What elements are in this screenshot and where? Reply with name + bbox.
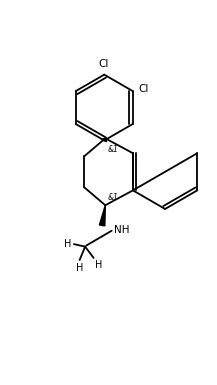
Text: H: H — [95, 260, 103, 270]
Text: Cl: Cl — [98, 59, 108, 69]
Text: H: H — [76, 263, 83, 273]
Polygon shape — [102, 138, 107, 142]
Polygon shape — [99, 205, 105, 226]
Text: NH: NH — [114, 225, 129, 235]
Text: &1: &1 — [108, 145, 119, 154]
Text: Cl: Cl — [139, 84, 149, 94]
Text: &1: &1 — [108, 193, 119, 202]
Text: H: H — [64, 239, 71, 249]
